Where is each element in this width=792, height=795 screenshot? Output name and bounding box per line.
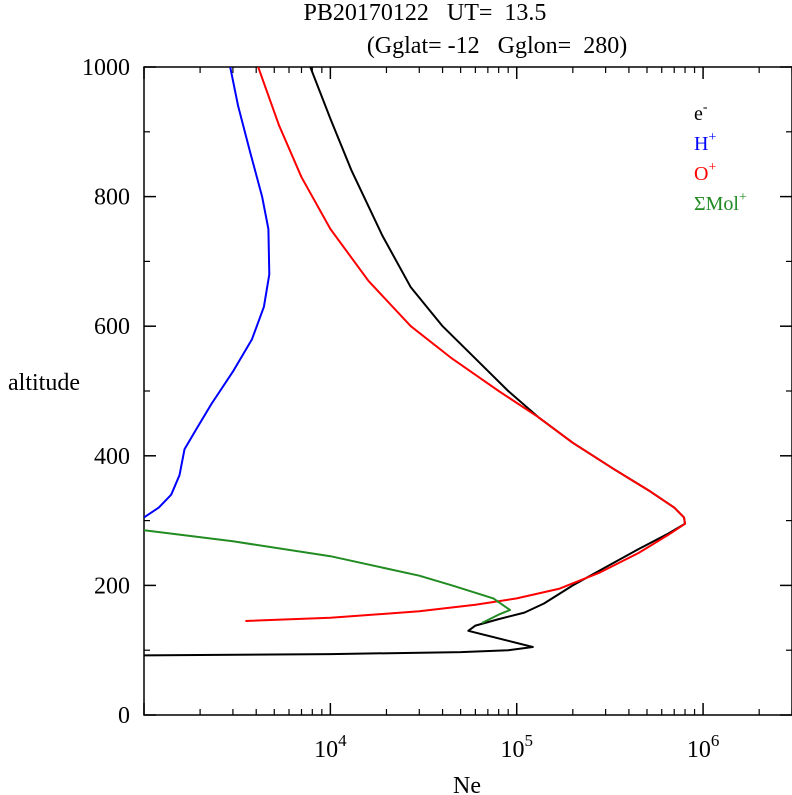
legend: e- H+ O+ ΣMol+ [694, 100, 747, 215]
y-tick-label: 1000 [82, 55, 130, 81]
legend-entry: e- [694, 100, 708, 125]
series-line-o-plus [245, 67, 686, 622]
y-tick-label: 600 [94, 314, 130, 340]
x-tick-label: 105 [500, 731, 533, 763]
chart-title-line2: (Gglat= -12 Gglon= 280) [367, 33, 627, 59]
chart-title-line1: PB20170122 UT= 13.5 [304, 0, 547, 26]
x-axis-label: Ne [453, 773, 481, 795]
legend-entry: O+ [694, 160, 716, 185]
series-layer [144, 67, 686, 657]
legend-entry: H+ [694, 130, 716, 155]
legend-entry: ΣMol+ [694, 190, 747, 215]
y-axis: 0 200 400 600 800 1000 [82, 55, 792, 729]
series-line-sum-mol-plus [144, 529, 511, 624]
x-tick-label: 106 [687, 731, 720, 763]
x-axis: 104 105 106 [143, 67, 792, 763]
y-tick-label: 200 [94, 573, 130, 599]
x-tick-label: 104 [314, 731, 347, 763]
y-tick-label: 0 [118, 703, 130, 729]
series-line-h-plus [144, 67, 271, 519]
y-tick-label: 400 [94, 444, 130, 470]
y-tick-label: 800 [94, 185, 130, 211]
y-axis-label: altitude [8, 370, 80, 396]
series-line-e- [144, 67, 686, 657]
